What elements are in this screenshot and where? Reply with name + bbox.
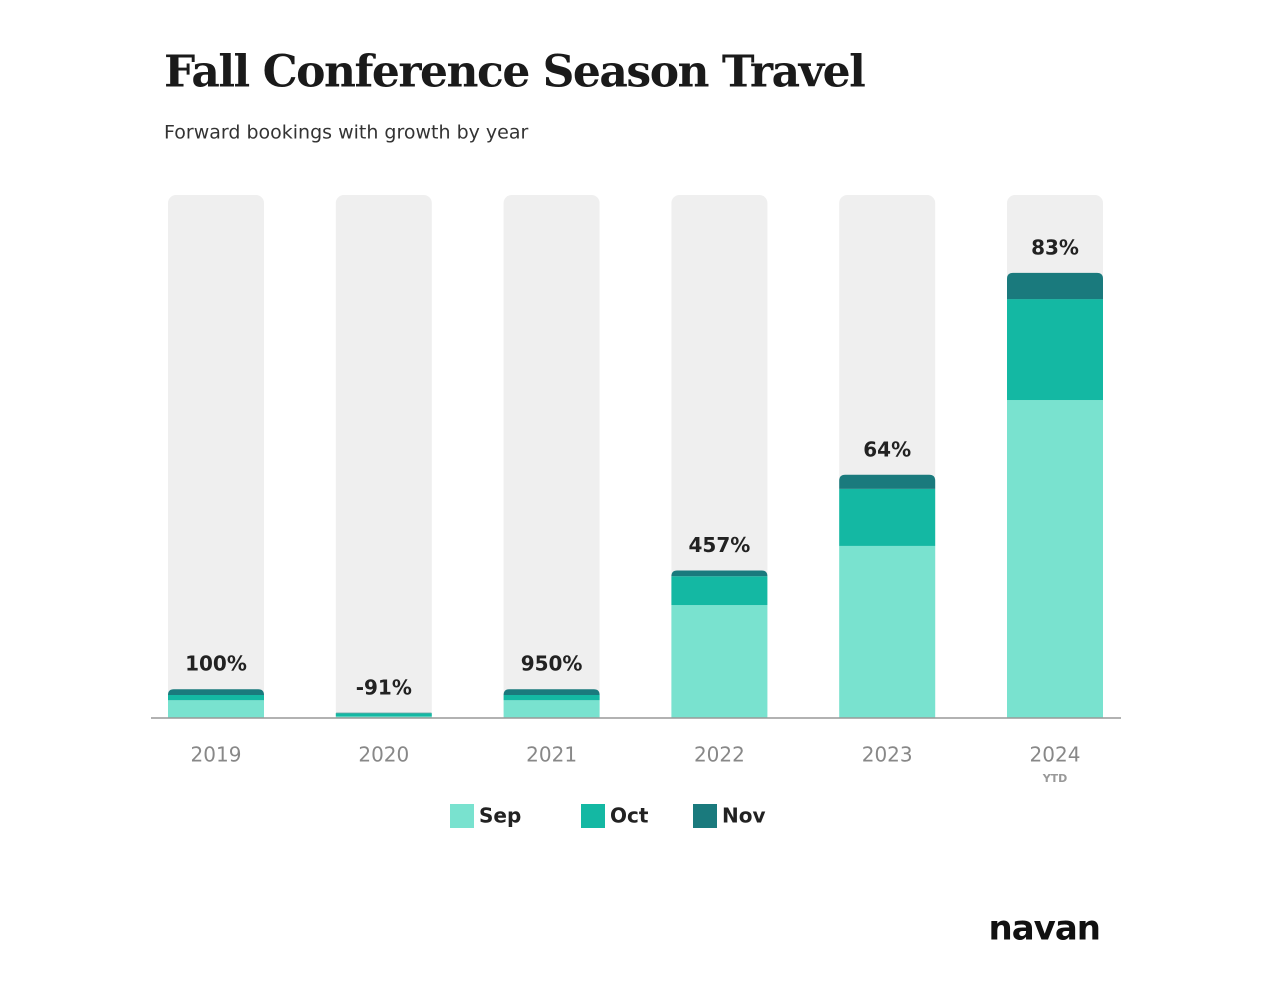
legend-swatch: [693, 804, 717, 828]
legend-swatch: [581, 804, 605, 828]
brand-logo: navan: [989, 909, 1100, 949]
bar-segment: [168, 689, 264, 695]
legend-label: Sep: [479, 804, 521, 828]
bar-segment: [503, 694, 600, 701]
chart-title: Fall Conference Season Travel: [164, 47, 865, 98]
x-tick-label: 2024: [1030, 743, 1081, 767]
bar-segment: [671, 570, 768, 577]
bar-track: [503, 195, 600, 718]
growth-label: -91%: [356, 675, 412, 699]
growth-label: 950%: [521, 652, 583, 676]
legend-label: Oct: [610, 804, 649, 828]
x-tick-sublabel: YTD: [1042, 772, 1068, 785]
bar-segment: [1007, 272, 1103, 300]
bar-segment: [168, 694, 264, 701]
bar-segment: [839, 488, 936, 546]
bar-segment: [335, 716, 432, 718]
bar-segment: [335, 713, 432, 717]
bar-segment: [839, 474, 936, 489]
bar-segment: [503, 689, 600, 695]
bar-segment: [839, 545, 936, 718]
x-tick-label: 2019: [191, 743, 242, 767]
growth-label: 64%: [863, 437, 911, 461]
growth-label: 100%: [185, 652, 247, 676]
bar-segment: [503, 700, 600, 718]
bar-track: [335, 195, 432, 718]
bar-segment: [1007, 400, 1103, 718]
legend-label: Nov: [722, 804, 766, 828]
bar-segment: [168, 700, 264, 718]
growth-label: 83%: [1031, 235, 1079, 259]
bar-track: [168, 195, 264, 718]
x-tick-label: 2021: [526, 743, 577, 767]
bar-segment: [1007, 299, 1103, 401]
chart-subtitle: Forward bookings with growth by year: [164, 122, 529, 144]
legend-swatch: [450, 804, 474, 828]
bar-segment: [671, 605, 768, 718]
bar-segment: [671, 576, 768, 606]
growth-label: 457%: [689, 533, 751, 557]
bar-segment: [335, 712, 432, 714]
x-tick-label: 2022: [694, 743, 745, 767]
x-tick-label: 2020: [358, 743, 409, 767]
x-tick-label: 2023: [862, 743, 913, 767]
